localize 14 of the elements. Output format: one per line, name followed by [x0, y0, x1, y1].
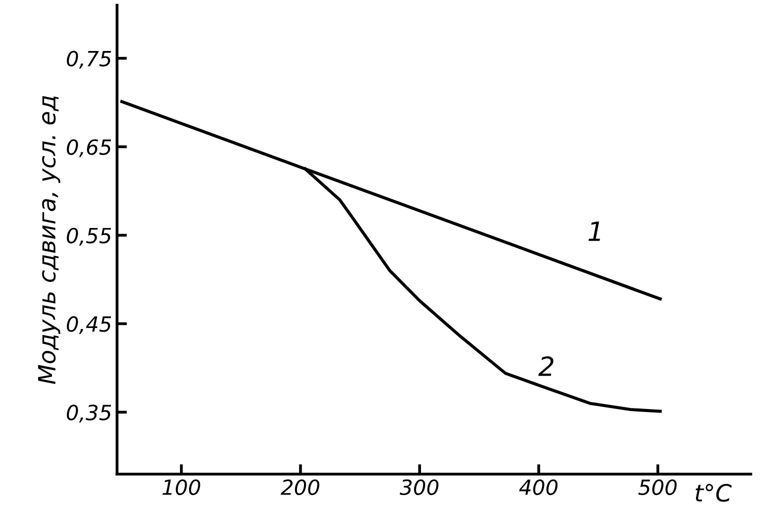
- x-tick-label: 100: [162, 479, 200, 496]
- x-tick-label: 500: [638, 479, 677, 496]
- y-axis-title: Модуль сдвига, усл. ед: [38, 96, 60, 384]
- x-tick-label: 300: [400, 479, 438, 496]
- series-label: 2: [538, 356, 554, 376]
- y-tick-label: 0,35: [66, 404, 112, 423]
- x-axis-title: t°C: [696, 484, 732, 502]
- y-tick-label: 0,65: [66, 139, 112, 158]
- y-tick-label: 0,55: [66, 228, 112, 246]
- x-tick-label: 400: [519, 479, 558, 496]
- series-label: 1: [588, 222, 600, 241]
- y-tick-label: 0,45: [66, 316, 112, 334]
- y-tick-label: 0,75: [66, 50, 112, 69]
- x-tick-label: 200: [280, 479, 320, 496]
